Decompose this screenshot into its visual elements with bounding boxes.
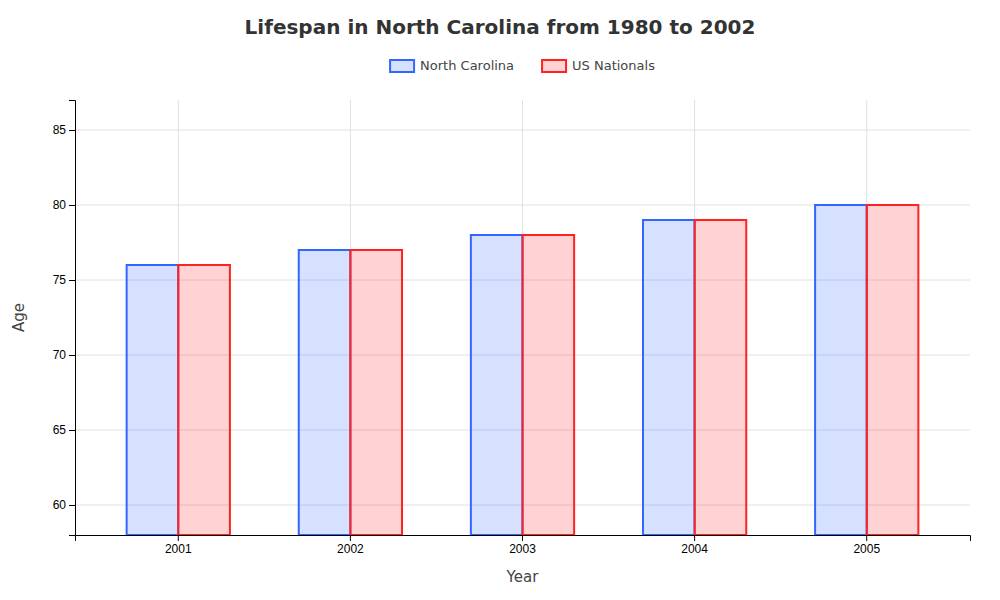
x-tick-mark [694, 535, 695, 541]
bar [643, 220, 695, 535]
legend-label: US Nationals [572, 58, 655, 73]
legend: North Carolina US Nationals [390, 58, 655, 73]
bar [867, 205, 919, 535]
bar [471, 235, 523, 535]
y-tick: 60 [53, 498, 75, 512]
y-tick: 80 [53, 198, 75, 212]
y-axis-line [69, 101, 76, 536]
x-tick-label: 2001 [165, 542, 192, 556]
x-tick-label: 2004 [681, 542, 708, 556]
y-tick-mark [69, 280, 75, 281]
bars [127, 205, 919, 535]
title: Lifespan in North Carolina from 1980 to … [245, 15, 756, 39]
y-tick: 65 [53, 423, 75, 437]
x-axis-title: Year [506, 568, 540, 586]
legend-item: US Nationals [542, 58, 655, 73]
y-tick-label: 85 [53, 123, 67, 137]
y-tick-label: 70 [53, 348, 67, 362]
x-tick-mark [866, 535, 867, 541]
x-axis: 2001 2002 2003 2004 2005 [76, 535, 971, 556]
bar [523, 235, 575, 535]
x-tick: 2001 [165, 535, 192, 556]
chart: Lifespan in North Carolina from 1980 to … [0, 0, 1000, 600]
plot: 60 65 70 75 80 85 2001 2002 2003 2004 2005 [53, 100, 971, 556]
legend-item: North Carolina [390, 58, 514, 73]
y-tick-label: 60 [53, 498, 67, 512]
grid [75, 100, 970, 535]
y-tick-label: 80 [53, 198, 67, 212]
y-tick-mark [69, 130, 75, 131]
y-tick-mark [69, 505, 75, 506]
x-tick-label: 2002 [337, 542, 364, 556]
y-tick: 85 [53, 123, 75, 137]
y-axis: 60 65 70 75 80 85 [53, 101, 76, 536]
y-tick-label: 75 [53, 273, 67, 287]
x-tick-label: 2005 [853, 542, 880, 556]
x-axis-line [76, 536, 971, 542]
y-tick-mark [69, 355, 75, 356]
x-tick: 2003 [509, 535, 536, 556]
bar [350, 250, 402, 535]
y-tick: 75 [53, 273, 75, 287]
y-tick-mark [69, 430, 75, 431]
y-tick-label: 65 [53, 423, 67, 437]
legend-swatch [542, 60, 566, 72]
y-tick: 70 [53, 348, 75, 362]
bar [815, 205, 867, 535]
bar [695, 220, 747, 535]
x-tick: 2002 [337, 535, 364, 556]
legend-swatch [390, 60, 414, 72]
bar [299, 250, 351, 535]
legend-label: North Carolina [420, 58, 514, 73]
x-tick-mark [350, 535, 351, 541]
x-tick-mark [178, 535, 179, 541]
x-tick-mark [522, 535, 523, 541]
x-tick: 2004 [681, 535, 708, 556]
y-tick-mark [69, 205, 75, 206]
bar [178, 265, 230, 535]
y-axis-title: Age [10, 303, 28, 332]
x-tick-label: 2003 [509, 542, 536, 556]
x-tick: 2005 [853, 535, 880, 556]
bar [127, 265, 179, 535]
